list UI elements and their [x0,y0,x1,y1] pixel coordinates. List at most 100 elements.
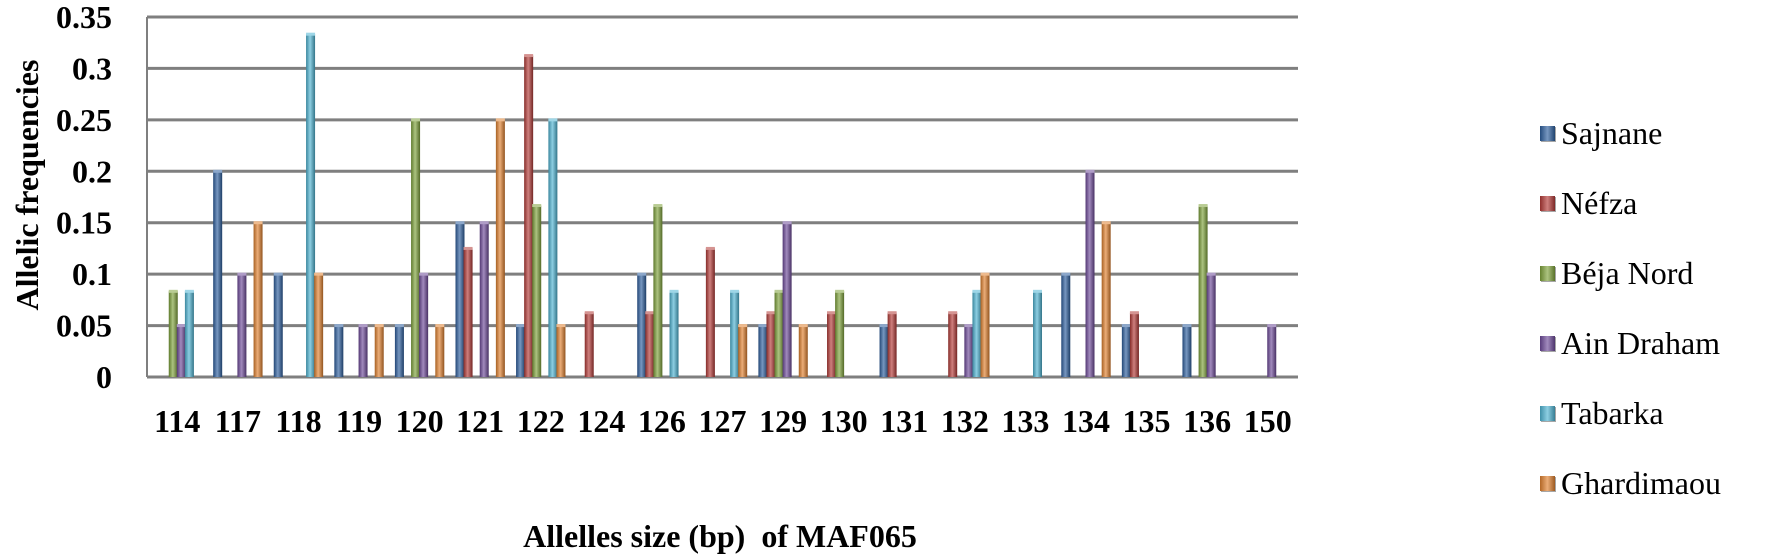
bar-cap [964,324,974,328]
legend-item: Néfza [1540,168,1721,238]
bar-sajnane-131 [879,325,889,377]
bar-cap [455,221,465,225]
bar-ain-draham-132 [964,325,974,377]
bar-tabarka-122 [548,119,558,378]
bar-ghardimaou-118 [314,274,324,377]
x-tick-label: 118 [275,403,321,439]
bar-cap [516,324,526,328]
y-tick-label: 0.35 [56,0,112,35]
bar-cap [972,289,982,293]
bar-cap [237,272,247,276]
bar-tabarka-118 [306,34,316,378]
bar-cap [887,311,897,315]
bar-néfza-126 [645,312,655,377]
bar-ghardimaou-120 [435,325,445,377]
legend-swatch [1540,475,1555,491]
y-tick-label: 0.25 [56,102,112,138]
bar-cap [782,221,792,225]
x-tick-label: 119 [336,403,382,439]
bars [168,32,1277,378]
bar-sajnane-119 [334,325,344,377]
bar-cap [1121,324,1131,328]
legend-swatch [1540,195,1555,211]
bar-cap [374,324,384,328]
bar-sajnane-126 [637,274,647,377]
bar-cap [556,324,566,328]
bar-tabarka-133 [1033,291,1043,377]
bar-cap [411,118,421,122]
bar-ain-draham-114 [176,325,186,377]
bar-béja-nord-120 [411,119,421,378]
bar-tabarka-114 [184,291,194,377]
x-tick-label: 126 [638,403,686,439]
x-tick-label: 135 [1123,403,1171,439]
bar-cap [213,169,223,173]
bar-cap [306,32,316,36]
x-tick-label: 132 [941,403,989,439]
bar-ghardimaou-117 [253,222,263,377]
x-tick-label: 117 [215,403,261,439]
bar-cap [168,289,178,293]
y-tick-label: 0.1 [72,256,112,292]
bar-tabarka-127 [730,291,740,377]
bar-ain-draham-120 [419,274,429,377]
x-tick-label: 122 [517,403,565,439]
bar-cap [705,246,715,250]
bar-cap [879,324,889,328]
x-tick-label: 136 [1183,403,1231,439]
x-tick-label: 130 [820,403,868,439]
bar-cap [548,118,558,122]
bar-cap [738,324,748,328]
bar-cap [273,272,283,276]
bar-cap [394,324,404,328]
y-tick-label: 0 [96,359,112,395]
bar-cap [1198,204,1208,208]
bar-cap [1061,272,1071,276]
x-tick-label: 133 [1001,403,1049,439]
y-axis-title: Allelic frequencies [9,60,45,311]
bar-tabarka-126 [669,291,679,377]
bar-sajnane-120 [394,325,404,377]
bar-cap [184,289,194,293]
bar-ghardimaou-129 [798,325,808,377]
legend-label: Béja Nord [1561,254,1694,291]
bar-ain-draham-117 [237,274,247,377]
bar-ghardimaou-127 [738,325,748,377]
y-tick-label: 0.2 [72,153,112,189]
x-tick-label: 131 [880,403,928,439]
x-tick-label: 150 [1244,403,1292,439]
bar-ain-draham-119 [358,325,368,377]
legend-label: Sajnane [1561,114,1663,151]
bar-cap [653,204,663,208]
bar-cap [479,221,489,225]
bar-béja-nord-136 [1198,205,1208,377]
legend-item: Ghardimaou [1540,448,1721,518]
bar-néfza-121 [463,248,473,377]
bar-cap [669,289,679,293]
bar-néfza-122 [524,55,534,377]
bar-tabarka-132 [972,291,982,377]
bar-sajnane-135 [1121,325,1131,377]
bar-sajnane-118 [273,274,283,377]
bar-ghardimaou-134 [1101,222,1111,377]
bar-cap [1085,169,1095,173]
legend-label: Tabarka [1561,394,1664,431]
bar-ghardimaou-119 [374,325,384,377]
x-tick-label: 127 [699,403,747,439]
bar-sajnane-129 [758,325,768,377]
bar-cap [1182,324,1192,328]
bar-cap [827,311,837,315]
bar-néfza-132 [948,312,958,377]
bar-sajnane-136 [1182,325,1192,377]
legend-item: Béja Nord [1540,238,1721,308]
bar-cap [1033,289,1043,293]
bar-béja-nord-122 [532,205,542,377]
bar-cap [314,272,324,276]
y-tick-label: 0.05 [56,308,112,344]
bar-néfza-124 [584,312,594,377]
bar-cap [948,311,958,315]
bar-néfza-135 [1129,312,1139,377]
bar-béja-nord-130 [835,291,845,377]
y-axis-ticks: 0 0.05 0.1 0.15 0.2 0.25 0.3 0.35 [56,0,112,395]
